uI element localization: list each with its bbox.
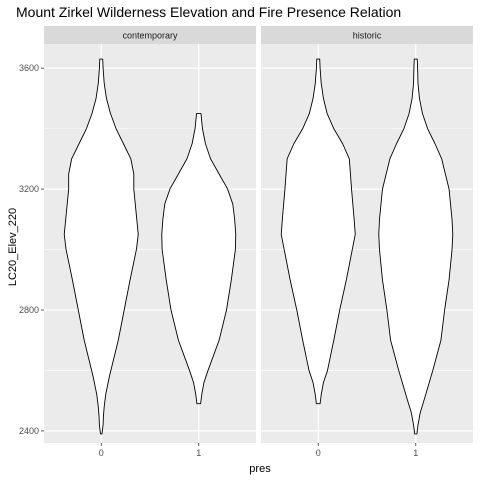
x-tick-label: 0 xyxy=(99,448,104,458)
facet-panels: contemporary 0 1 historic 0 1 2400 2800 3200 3600 xyxy=(19,26,473,458)
facet-strip-label: historic xyxy=(353,31,382,41)
x-tick-label: 1 xyxy=(413,448,418,458)
y-tick-label: 3600 xyxy=(19,63,39,73)
y-tick-label: 2400 xyxy=(19,426,39,436)
y-tick-label: 2800 xyxy=(19,305,39,315)
x-tick-label: 0 xyxy=(316,448,321,458)
facet-strip-label: contemporary xyxy=(122,31,178,41)
x-axis-title: pres xyxy=(249,463,271,475)
chart-title: Mount Zirkel Wilderness Elevation and Fi… xyxy=(16,4,401,20)
x-tick-label: 1 xyxy=(196,448,201,458)
y-axis-title: LC20_Elev_220 xyxy=(7,208,19,286)
y-tick-label: 3200 xyxy=(19,184,39,194)
